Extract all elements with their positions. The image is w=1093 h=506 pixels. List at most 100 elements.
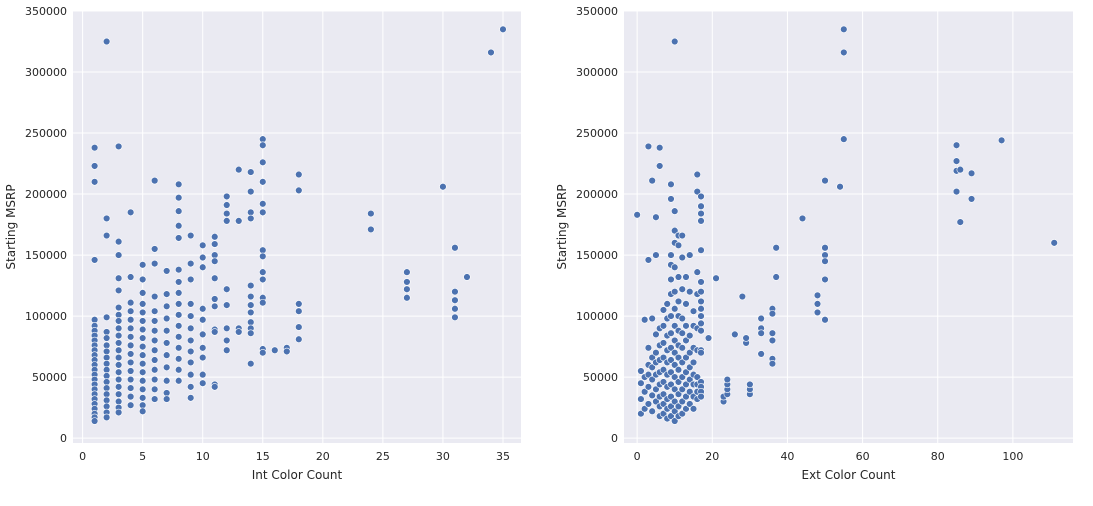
scatter-point — [114, 286, 123, 295]
scatter-point — [114, 390, 123, 398]
scatter-point — [697, 297, 705, 306]
scatter-point — [682, 322, 690, 330]
scatter-point — [174, 344, 183, 352]
scatter-point — [648, 407, 656, 415]
scatter-point — [211, 295, 219, 303]
scatter-point — [667, 329, 675, 337]
scatter-point — [235, 165, 243, 174]
scatter-point — [686, 331, 694, 340]
scatter-point — [174, 289, 183, 297]
ext-color-scatter-panel: 0 50000 100000 150000 200000 250000 300000 3500… — [555, 5, 1073, 482]
x-tick-label: 30 — [436, 450, 450, 463]
scatter-point — [674, 273, 683, 281]
scatter-point — [223, 336, 231, 345]
scatter-point — [199, 344, 207, 352]
x-tick-label: 100 — [1002, 450, 1023, 463]
scatter-point — [813, 300, 822, 308]
scatter-point — [247, 214, 255, 223]
scatter-point — [259, 275, 267, 284]
scatter-point — [644, 400, 653, 408]
scatter-point — [235, 217, 243, 225]
scatter-point — [126, 333, 135, 341]
scatter-point — [689, 405, 698, 413]
scatter-point — [138, 261, 147, 269]
scatter-point — [648, 314, 656, 323]
x-tick-label: 15 — [256, 450, 270, 463]
scatter-point — [648, 375, 656, 384]
scatter-point — [259, 158, 267, 167]
scatter-point — [667, 412, 675, 420]
scatter-point — [644, 383, 653, 391]
scatter-point — [487, 48, 495, 57]
scatter-point — [187, 370, 195, 379]
scatter-point — [114, 353, 123, 362]
scatter-point — [813, 291, 822, 300]
scatter-point — [138, 385, 147, 394]
scatter-point — [114, 274, 123, 282]
scatter-point — [162, 314, 171, 323]
scatter-point — [997, 136, 1006, 145]
x-tick-label: 40 — [780, 450, 794, 463]
scatter-point — [187, 394, 195, 402]
scatter-point — [174, 333, 183, 341]
scatter-point — [211, 383, 219, 391]
scatter-point — [114, 346, 123, 354]
scatter-point — [652, 213, 660, 221]
scatter-point — [150, 395, 159, 403]
scatter-point — [689, 358, 698, 367]
scatter-point — [90, 316, 99, 324]
scatter-point — [821, 257, 829, 265]
scatter-point — [644, 370, 653, 379]
scatter-point — [138, 325, 147, 334]
scatter-point — [259, 246, 267, 254]
scatter-point — [821, 275, 829, 284]
scatter-point — [667, 195, 675, 203]
scatter-point — [967, 169, 976, 178]
y-tick-label: 50000 — [32, 371, 67, 384]
scatter-point — [211, 274, 219, 282]
scatter-point — [199, 353, 207, 362]
scatter-point — [757, 350, 765, 358]
scatter-point — [162, 267, 171, 275]
scatter-point — [126, 208, 135, 217]
scatter-point — [102, 402, 111, 411]
scatter-point — [187, 300, 195, 308]
scatter-point — [463, 273, 471, 281]
scatter-point — [821, 176, 829, 185]
scatter-point — [295, 323, 303, 331]
scatter-point — [682, 368, 690, 376]
y-tick-label: 100000 — [25, 310, 67, 323]
scatter-point — [637, 395, 645, 403]
scatter-point — [259, 141, 267, 149]
scatter-point — [671, 263, 679, 271]
scatter-point — [659, 322, 668, 330]
x-tick-label: 35 — [496, 450, 510, 463]
scatter-point — [686, 363, 694, 372]
scatter-point — [667, 344, 675, 352]
scatter-point — [174, 355, 183, 363]
scatter-point — [247, 168, 255, 176]
scatter-point — [712, 274, 720, 282]
scatter-point — [768, 329, 777, 337]
scatter-point — [138, 275, 147, 284]
scatter-point — [648, 176, 656, 185]
scatter-point — [138, 334, 147, 342]
scatter-point — [659, 378, 668, 386]
scatter-point — [821, 244, 829, 252]
scatter-point — [697, 278, 705, 286]
scatter-point — [223, 285, 231, 293]
scatter-point — [451, 305, 459, 313]
scatter-point — [259, 348, 267, 357]
x-tick-label: 5 — [139, 450, 146, 463]
x-axis-label: Int Color Count — [252, 468, 343, 482]
scatter-point — [295, 300, 303, 308]
scatter-point — [247, 301, 255, 309]
scatter-point — [235, 328, 243, 336]
scatter-point — [102, 214, 111, 223]
scatter-point — [667, 368, 675, 376]
scatter-point — [150, 259, 159, 268]
scatter-point — [768, 336, 777, 345]
scatter-point — [295, 307, 303, 315]
scatter-point — [114, 317, 123, 325]
scatter-point — [126, 273, 135, 281]
